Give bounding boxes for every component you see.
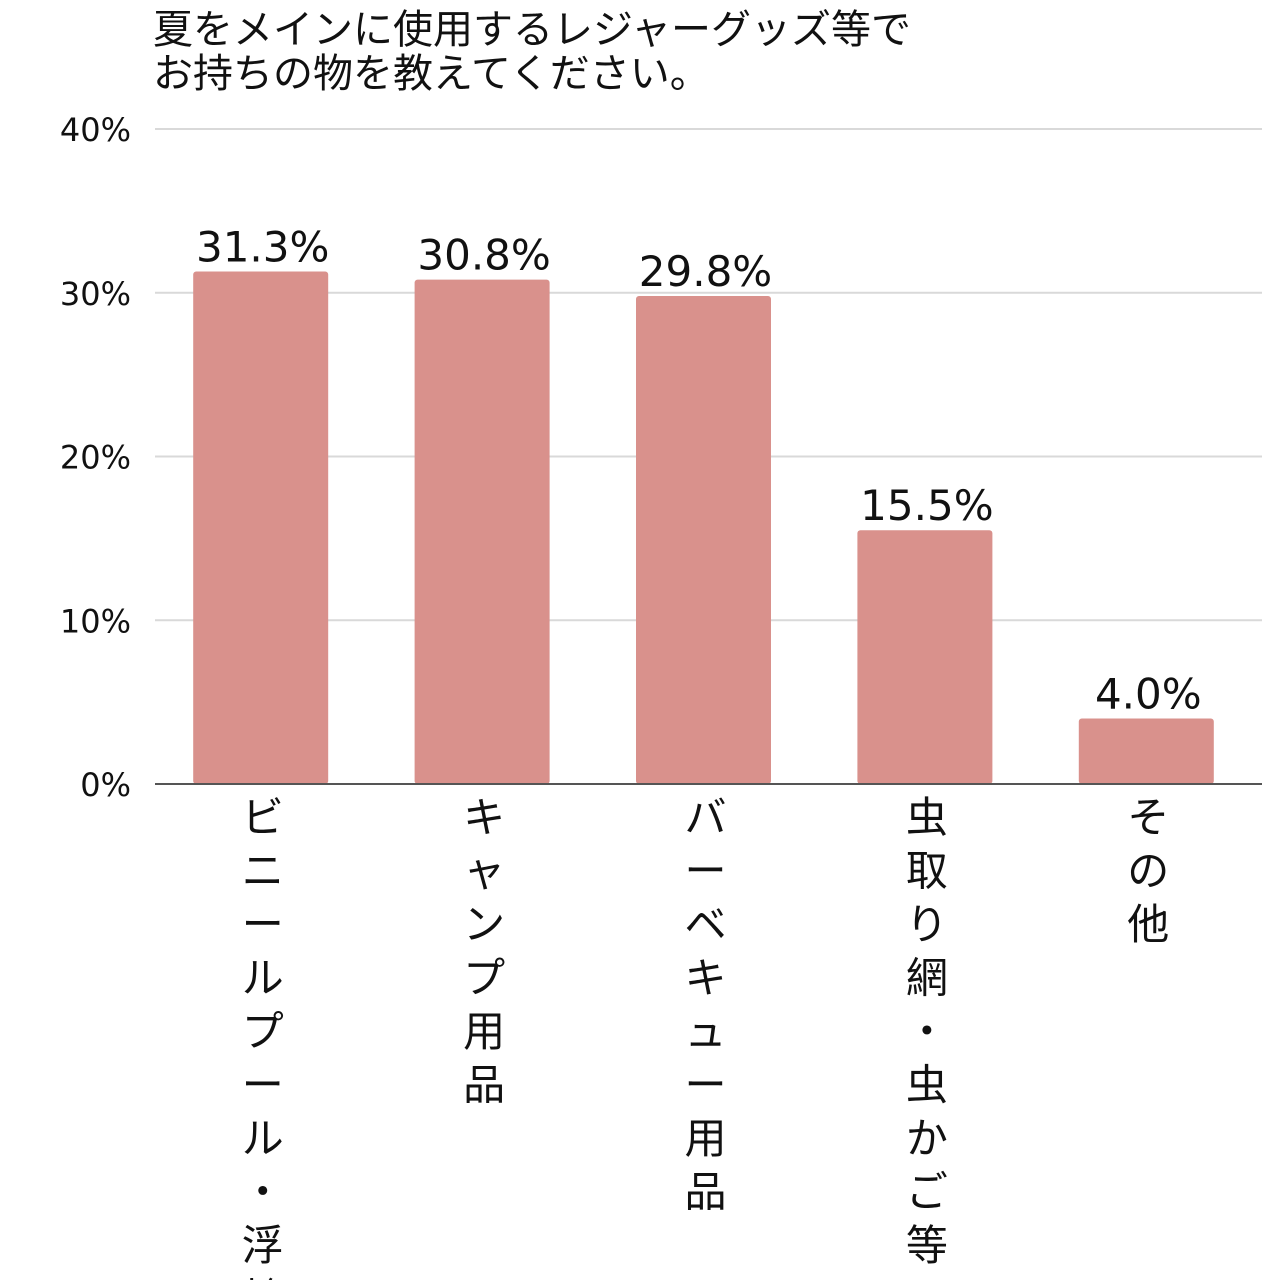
y-tick-label: 30% — [60, 275, 131, 313]
data-label: 4.0% — [1095, 670, 1202, 719]
bar — [414, 279, 550, 784]
data-label: 30.8% — [417, 231, 550, 280]
y-tick-label: 40% — [60, 111, 131, 149]
category-label: ビニールプール・浮輪 — [242, 793, 284, 1280]
category-label: キャンプ用品 — [463, 793, 505, 1110]
chart-title: 夏をメインに使用するレジャーグッズ等で お持ちの物を教えてください。 — [153, 8, 1253, 96]
y-tick-label: 10% — [60, 602, 131, 640]
data-label: 31.3% — [196, 222, 329, 271]
chart-title-line-1: 夏をメインに使用するレジャーグッズ等で — [153, 7, 911, 53]
category-label: その他 — [1127, 793, 1169, 949]
bar — [193, 271, 329, 784]
data-label: 29.8% — [639, 247, 772, 296]
bar — [636, 296, 771, 784]
y-tick-label: 0% — [80, 766, 131, 804]
y-tick-label: 20% — [60, 439, 131, 477]
category-label: 虫取り網・虫かご等 — [906, 793, 948, 1270]
bar — [1078, 718, 1214, 784]
bar — [857, 530, 993, 784]
chart-title-line-2: お持ちの物を教えてください。 — [153, 51, 710, 97]
category-label: バーベキュー用品 — [684, 793, 726, 1217]
data-label: 15.5% — [860, 481, 993, 530]
